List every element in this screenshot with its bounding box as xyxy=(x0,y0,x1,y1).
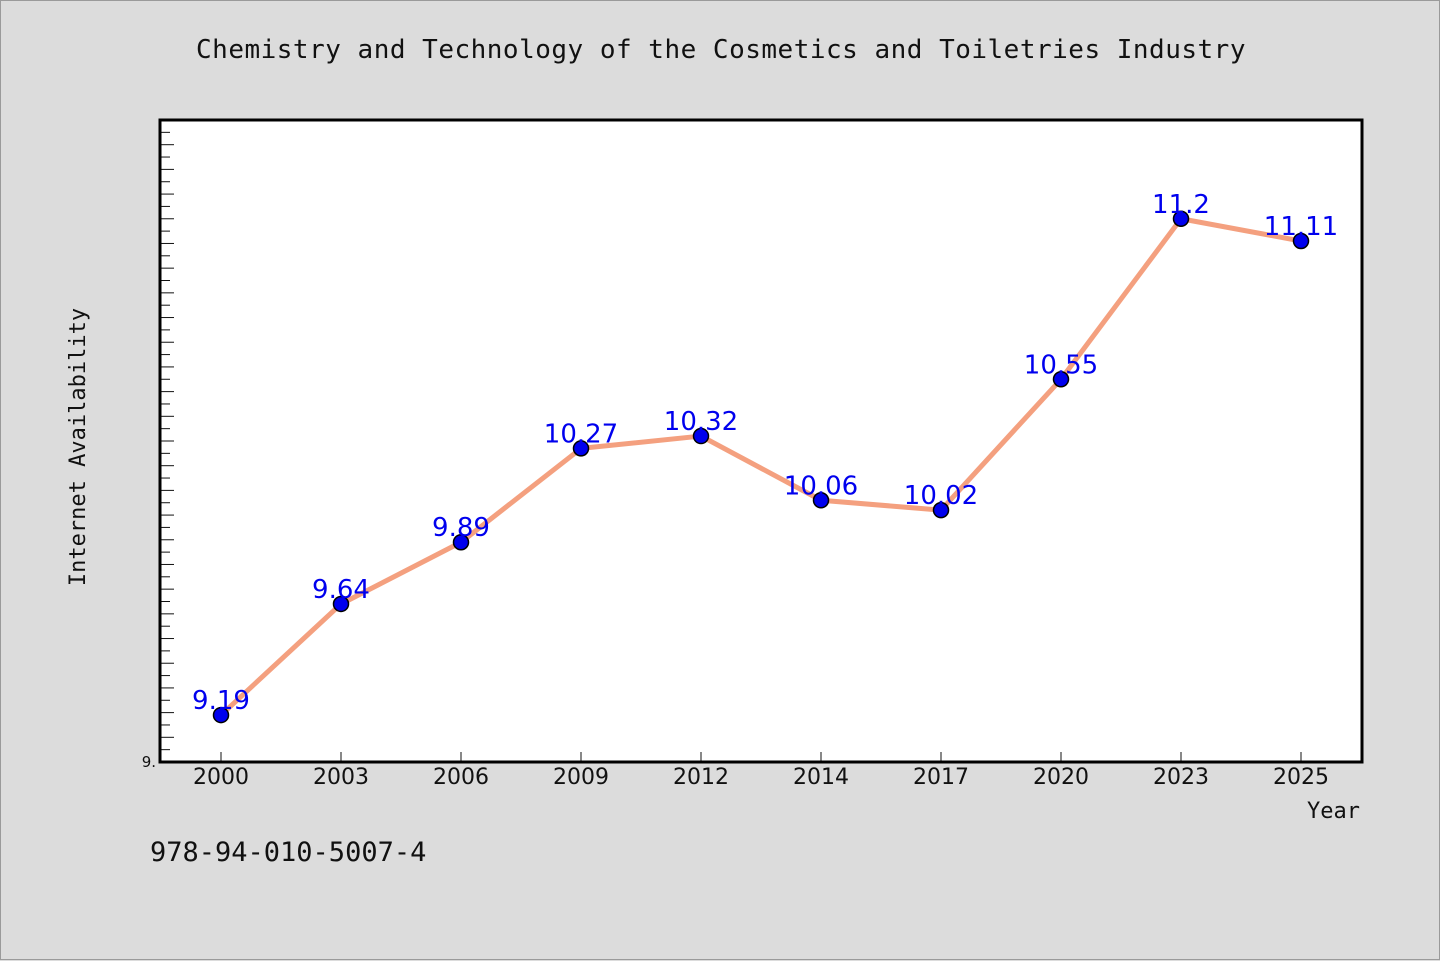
data-point xyxy=(692,427,710,445)
x-tick-label: 2000 xyxy=(193,765,249,790)
data-label: 10.02 xyxy=(904,481,978,511)
x-tick-label: 2020 xyxy=(1033,765,1089,790)
y-tick-label: 9. xyxy=(142,753,156,771)
data-point xyxy=(332,595,350,613)
data-label: 10.55 xyxy=(1024,350,1098,380)
y-axis-label: Internet Availability xyxy=(66,308,91,586)
plot-area xyxy=(160,120,1362,762)
x-axis-label: Year xyxy=(1307,799,1360,824)
data-point xyxy=(1172,210,1190,228)
x-tick-label: 2009 xyxy=(553,765,609,790)
chart-title: Chemistry and Technology of the Cosmetic… xyxy=(196,35,1246,65)
data-point xyxy=(1292,232,1310,250)
data-label: 9.89 xyxy=(432,513,490,543)
isbn-footnote: 978-94-010-5007-4 xyxy=(150,837,427,868)
data-label: 9.19 xyxy=(192,686,250,716)
series-line xyxy=(218,216,1304,718)
data-label: 10.06 xyxy=(784,471,858,501)
data-point xyxy=(212,706,230,724)
data-point xyxy=(1052,371,1070,388)
data-label: 11.11 xyxy=(1264,212,1338,242)
x-tick-label: 2017 xyxy=(913,765,969,790)
data-label: 10.27 xyxy=(544,419,618,449)
plot-frame xyxy=(158,118,1364,764)
x-tick-label: 2003 xyxy=(313,765,369,790)
data-point xyxy=(812,492,830,509)
data-point xyxy=(452,533,470,551)
data-label: 10.32 xyxy=(664,407,738,437)
data-label: 11.2 xyxy=(1152,190,1210,220)
x-tick-label: 2025 xyxy=(1273,765,1329,790)
data-point xyxy=(932,501,950,519)
x-tick-label: 2014 xyxy=(793,765,849,790)
data-label: 9.64 xyxy=(312,575,370,605)
x-tick-label: 2012 xyxy=(673,765,729,790)
data-point xyxy=(572,440,590,457)
x-tick-label: 2006 xyxy=(433,765,489,790)
x-tick-label: 2023 xyxy=(1153,765,1209,790)
